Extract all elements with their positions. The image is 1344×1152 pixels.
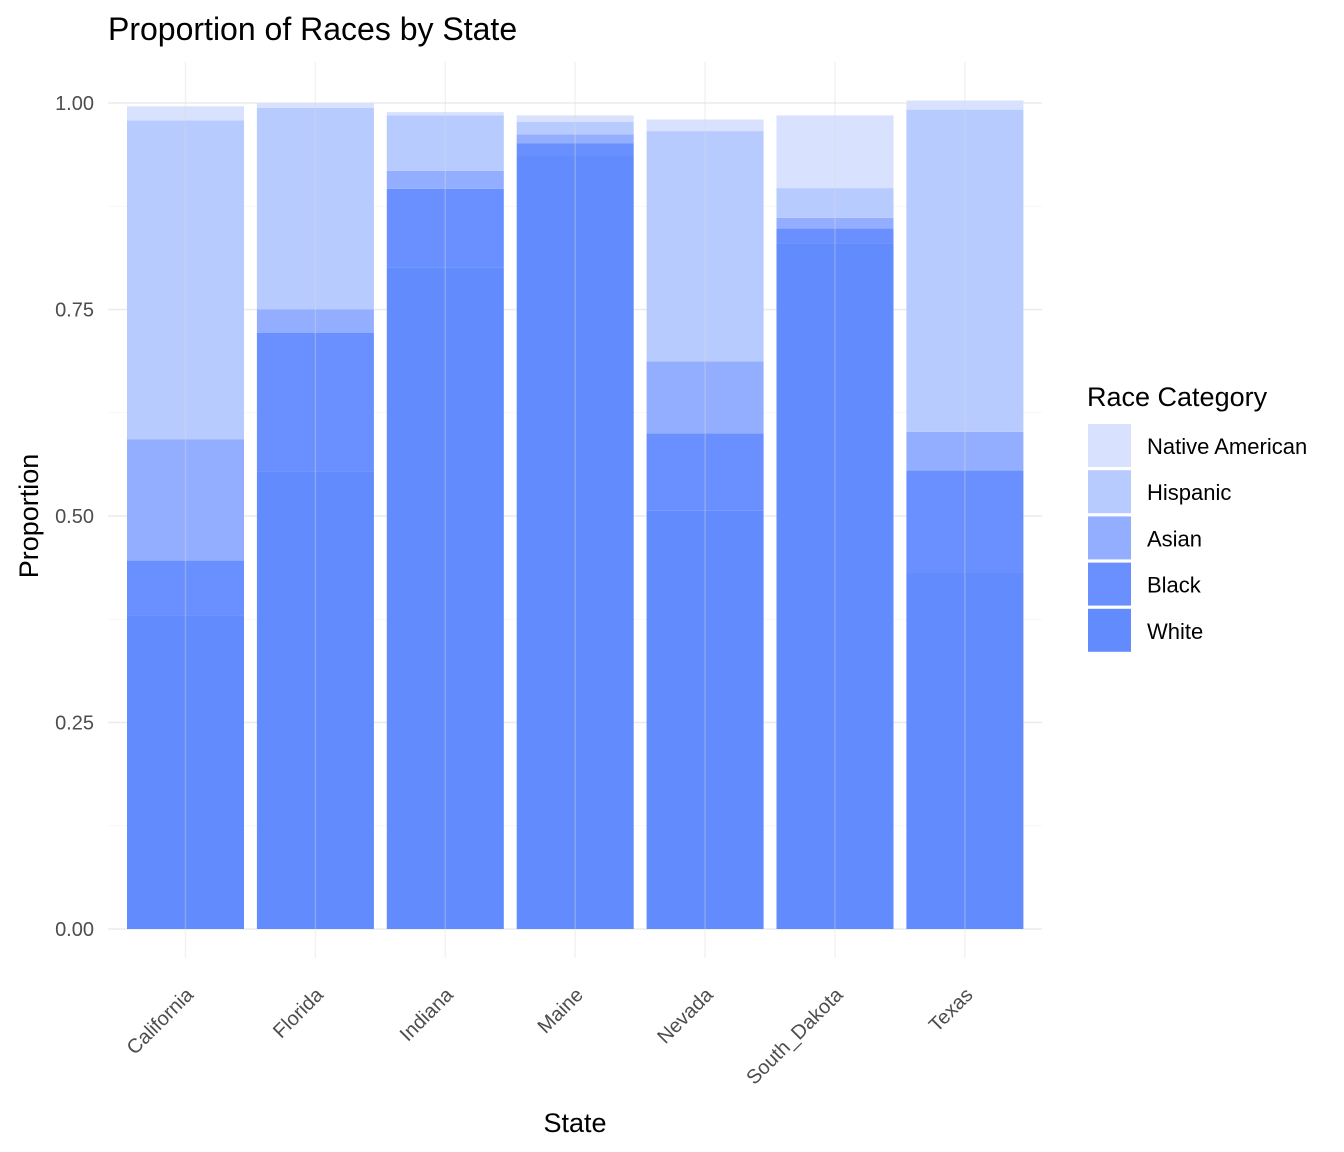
legend-label: Asian <box>1147 526 1202 551</box>
bar-segment-south-dakota-asian <box>776 217 894 229</box>
bar-segment-indiana-native-american <box>386 112 504 116</box>
x-axis-title: State <box>543 1108 606 1138</box>
bar-segment-texas-white <box>906 572 1024 929</box>
y-axis-title: Proportion <box>14 454 44 579</box>
bar-segment-south-dakota-native-american <box>776 115 894 189</box>
bar-segment-florida-white <box>256 471 374 929</box>
bar-segment-california-native-american <box>127 106 244 121</box>
bar-segment-florida-black <box>256 332 374 472</box>
bar-segment-maine-black <box>516 143 634 156</box>
legend-swatch-white <box>1088 608 1131 652</box>
bar-segment-south-dakota-hispanic <box>776 188 894 218</box>
bar-segment-florida-native-american <box>256 103 374 108</box>
bar-segment-indiana-hispanic <box>386 115 504 171</box>
legend-title: Race Category <box>1087 382 1268 412</box>
legend-swatch-native-american <box>1088 424 1131 467</box>
x-tick-label: South_Dakota <box>742 983 848 1089</box>
legend: Race Category Native American Hispanic Asi… <box>1087 382 1307 652</box>
y-tick-labels: 0.00 0.25 0.50 0.75 1.00 <box>55 93 94 941</box>
bar-segment-california-white <box>127 615 244 929</box>
legend-label: Hispanic <box>1147 480 1231 505</box>
bar-segment-nevada-native-american <box>646 119 764 132</box>
legend-label: Black <box>1147 573 1202 598</box>
bar-segment-florida-asian <box>256 309 374 333</box>
bar-segment-nevada-asian <box>646 361 764 434</box>
legend-swatch-asian <box>1088 516 1131 560</box>
legend-label: White <box>1147 619 1203 644</box>
bar-segment-indiana-black <box>386 188 504 268</box>
chart-title: Proportion of Races by State <box>108 11 517 47</box>
bar-segment-texas-hispanic <box>906 109 1024 432</box>
bar-segment-nevada-black <box>646 433 764 511</box>
bar-segment-california-black <box>127 560 244 616</box>
bar-segment-texas-native-american <box>906 100 1024 110</box>
bar-segment-california-asian <box>127 439 244 561</box>
legend-swatch-black <box>1088 562 1131 606</box>
y-tick-label: 0.25 <box>55 713 94 735</box>
x-gridlines <box>184 62 966 958</box>
bar-segment-indiana-white <box>386 267 504 929</box>
bar-segment-texas-asian <box>906 431 1024 471</box>
x-tick-label: Maine <box>534 984 588 1038</box>
bar-segment-maine-asian <box>516 134 634 144</box>
bar-segment-maine-white <box>516 155 634 930</box>
bar-segment-south-dakota-black <box>776 228 894 244</box>
bar-segment-texas-black <box>906 470 1024 573</box>
bar-segment-florida-hispanic <box>256 107 374 310</box>
x-tick-labels: California Florida Indiana Maine Nevada South… <box>123 983 978 1089</box>
y-tick-label: 0.75 <box>55 300 94 322</box>
bar-segment-california-hispanic <box>127 120 244 440</box>
bar-segment-south-dakota-white <box>776 243 894 930</box>
bar-segment-nevada-white <box>646 510 764 929</box>
x-tick-label: Indiana <box>396 983 459 1046</box>
y-tick-label: 1.00 <box>55 93 94 115</box>
legend-label: Native American <box>1147 434 1307 459</box>
y-tick-label: 0.50 <box>55 506 94 528</box>
bars <box>127 100 1024 930</box>
x-tick-label: Florida <box>269 983 328 1042</box>
bar-segment-maine-hispanic <box>516 121 634 135</box>
bar-segment-indiana-asian <box>386 170 504 189</box>
x-tick-label: California <box>123 983 199 1059</box>
legend-swatch-hispanic <box>1088 470 1131 514</box>
bar-segment-nevada-hispanic <box>646 131 764 362</box>
x-tick-label: Texas <box>925 984 978 1037</box>
x-tick-label: Nevada <box>653 983 718 1048</box>
y-tick-label: 0.00 <box>55 919 94 941</box>
bar-segment-maine-native-american <box>516 115 634 122</box>
